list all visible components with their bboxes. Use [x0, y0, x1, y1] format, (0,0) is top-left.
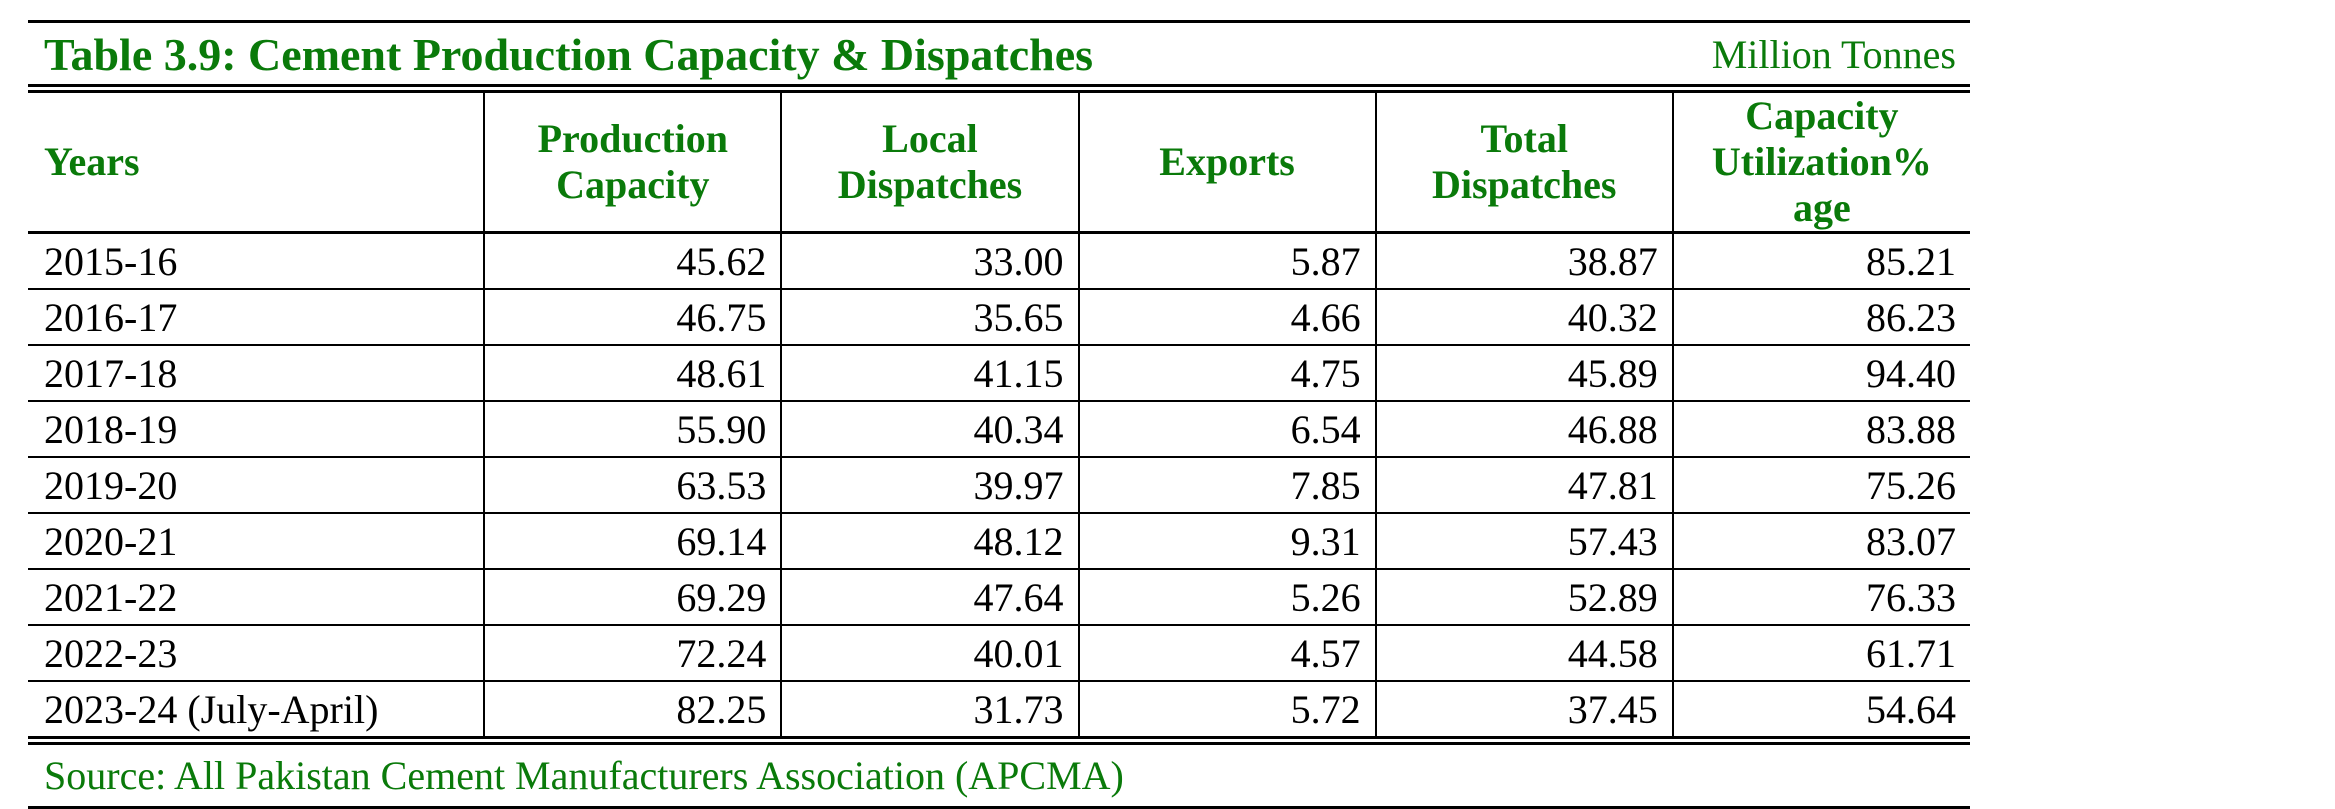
- total-dispatches-cell: 45.89: [1374, 344, 1674, 402]
- local-dispatches-cell: 48.12: [780, 512, 1080, 570]
- table-row: 2021-22 69.29 47.64 5.26 52.89 76.33: [28, 568, 1970, 626]
- local-dispatches-cell: 39.97: [780, 456, 1080, 514]
- production-capacity-cell: 45.62: [483, 231, 783, 290]
- total-dispatches-cell: 44.58: [1374, 624, 1674, 682]
- total-dispatches-cell: 40.32: [1374, 288, 1674, 346]
- capacity-utilization-cell: 85.21: [1671, 231, 1970, 290]
- table-row: 2019-20 63.53 39.97 7.85 47.81 75.26: [28, 456, 1970, 514]
- production-capacity-cell: 63.53: [483, 456, 783, 514]
- exports-cell: 5.72: [1077, 680, 1377, 736]
- table-row: 2022-23 72.24 40.01 4.57 44.58 61.71: [28, 624, 1970, 682]
- year-cell: 2020-21: [28, 512, 486, 570]
- total-dispatches-cell: 52.89: [1374, 568, 1674, 626]
- header-local-dispatches: Local Dispatches: [780, 93, 1080, 234]
- year-cell: 2022-23: [28, 624, 486, 682]
- data-table: Years Production Capacity Local Dispatch…: [28, 93, 1970, 736]
- table-row: 2023-24 (July-April) 82.25 31.73 5.72 37…: [28, 680, 1970, 736]
- local-dispatches-cell: 33.00: [780, 231, 1080, 290]
- capacity-utilization-cell: 94.40: [1671, 344, 1970, 402]
- source-divider: [28, 736, 1970, 745]
- exports-cell: 5.26: [1077, 568, 1377, 626]
- local-dispatches-cell: 41.15: [780, 344, 1080, 402]
- year-cell: 2023-24 (July-April): [28, 680, 486, 736]
- production-capacity-cell: 48.61: [483, 344, 783, 402]
- production-capacity-cell: 69.29: [483, 568, 783, 626]
- year-cell: 2016-17: [28, 288, 486, 346]
- title-divider: [28, 84, 1970, 93]
- exports-cell: 4.75: [1077, 344, 1377, 402]
- unit-label: Million Tonnes: [1711, 32, 1956, 77]
- year-cell: 2015-16: [28, 231, 486, 290]
- header-row: Years Production Capacity Local Dispatch…: [28, 93, 1970, 234]
- capacity-utilization-cell: 76.33: [1671, 568, 1970, 626]
- total-dispatches-cell: 37.45: [1374, 680, 1674, 736]
- local-dispatches-cell: 40.01: [780, 624, 1080, 682]
- total-dispatches-cell: 47.81: [1374, 456, 1674, 514]
- title-bar: Table 3.9: Cement Production Capacity & …: [28, 20, 1970, 84]
- local-dispatches-cell: 35.65: [780, 288, 1080, 346]
- table-row: 2016-17 46.75 35.65 4.66 40.32 86.23: [28, 288, 1970, 346]
- year-cell: 2019-20: [28, 456, 486, 514]
- header-total-dispatches: Total Dispatches: [1374, 93, 1674, 234]
- exports-cell: 6.54: [1077, 400, 1377, 458]
- table-row: 2017-18 48.61 41.15 4.75 45.89 94.40: [28, 344, 1970, 402]
- header-capacity-utilization: Capacity Utilization% age: [1671, 93, 1970, 234]
- production-capacity-cell: 69.14: [483, 512, 783, 570]
- source-note: Source: All Pakistan Cement Manufacturer…: [44, 753, 1124, 798]
- exports-cell: 7.85: [1077, 456, 1377, 514]
- capacity-utilization-cell: 75.26: [1671, 456, 1970, 514]
- production-capacity-cell: 72.24: [483, 624, 783, 682]
- exports-cell: 4.57: [1077, 624, 1377, 682]
- local-dispatches-cell: 40.34: [780, 400, 1080, 458]
- exports-cell: 5.87: [1077, 231, 1377, 290]
- production-capacity-cell: 55.90: [483, 400, 783, 458]
- capacity-utilization-cell: 83.07: [1671, 512, 1970, 570]
- table-title: Table 3.9: Cement Production Capacity & …: [44, 29, 1094, 80]
- capacity-utilization-cell: 83.88: [1671, 400, 1970, 458]
- year-cell: 2017-18: [28, 344, 486, 402]
- table-container: Table 3.9: Cement Production Capacity & …: [28, 20, 1970, 809]
- capacity-utilization-cell: 86.23: [1671, 288, 1970, 346]
- table-row: 2018-19 55.90 40.34 6.54 46.88 83.88: [28, 400, 1970, 458]
- total-dispatches-cell: 38.87: [1374, 231, 1674, 290]
- total-dispatches-cell: 57.43: [1374, 512, 1674, 570]
- table-row: 2015-16 45.62 33.00 5.87 38.87 85.21: [28, 231, 1970, 290]
- exports-cell: 9.31: [1077, 512, 1377, 570]
- header-production-capacity: Production Capacity: [483, 93, 783, 234]
- total-dispatches-cell: 46.88: [1374, 400, 1674, 458]
- header-years: Years: [28, 93, 486, 234]
- production-capacity-cell: 82.25: [483, 680, 783, 736]
- production-capacity-cell: 46.75: [483, 288, 783, 346]
- capacity-utilization-cell: 61.71: [1671, 624, 1970, 682]
- table-row: 2020-21 69.14 48.12 9.31 57.43 83.07: [28, 512, 1970, 570]
- year-cell: 2021-22: [28, 568, 486, 626]
- source-bar: Source: All Pakistan Cement Manufacturer…: [28, 745, 1970, 809]
- header-exports: Exports: [1077, 93, 1377, 234]
- capacity-utilization-cell: 54.64: [1671, 680, 1970, 736]
- year-cell: 2018-19: [28, 400, 486, 458]
- local-dispatches-cell: 47.64: [780, 568, 1080, 626]
- local-dispatches-cell: 31.73: [780, 680, 1080, 736]
- exports-cell: 4.66: [1077, 288, 1377, 346]
